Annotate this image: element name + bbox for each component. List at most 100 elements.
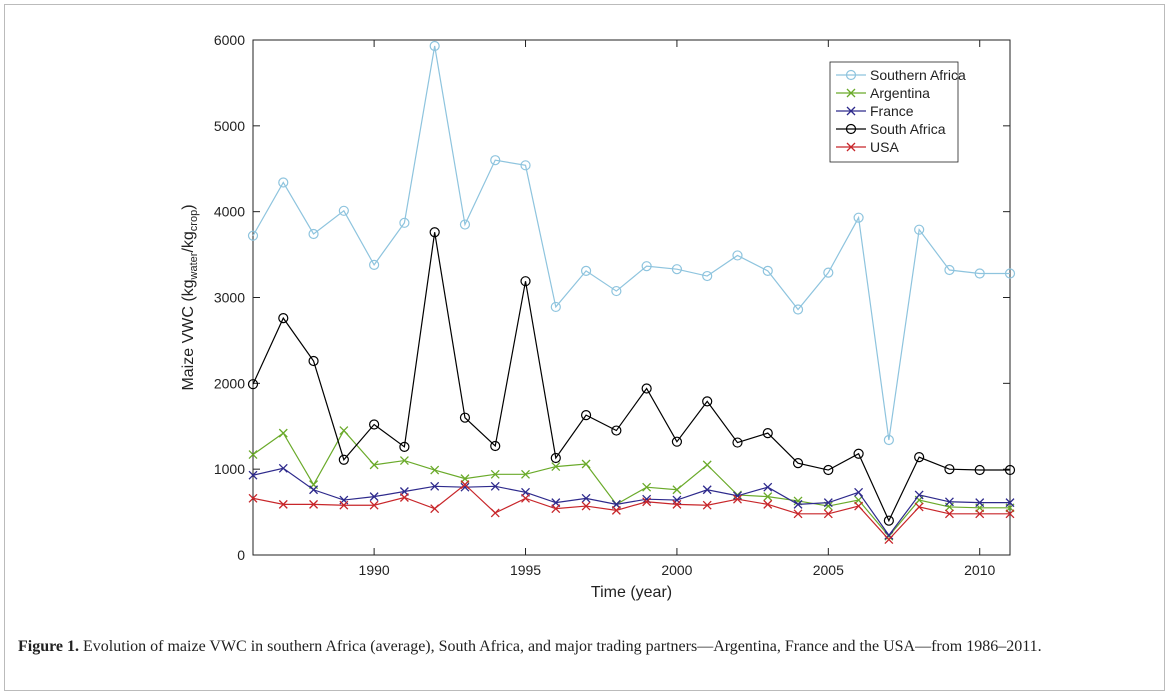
legend-label: France [870, 103, 914, 119]
marker [550, 452, 561, 464]
marker [309, 499, 319, 509]
marker [884, 530, 894, 540]
y-axis-label-part: Maize VWC (kg [180, 279, 197, 390]
marker [580, 265, 592, 276]
legend-label: Southern Africa [870, 67, 966, 83]
marker [520, 160, 531, 171]
marker [490, 440, 501, 452]
marker [944, 264, 955, 276]
marker [763, 482, 773, 492]
marker [642, 482, 652, 492]
marker [762, 428, 773, 439]
marker [793, 499, 803, 509]
marker [338, 454, 349, 465]
marker [369, 259, 380, 270]
marker [278, 428, 288, 438]
marker [823, 509, 833, 519]
marker [551, 504, 561, 514]
x-tick-label: 2005 [813, 562, 844, 578]
marker [460, 482, 470, 492]
y-tick-label: 4000 [214, 204, 245, 220]
legend-label: USA [870, 139, 899, 155]
marker [309, 485, 319, 495]
marker [975, 498, 985, 508]
marker [521, 493, 530, 503]
marker [883, 434, 894, 446]
marker [944, 497, 954, 507]
legend-label: Argentina [870, 85, 930, 101]
marker [278, 463, 288, 473]
marker [278, 177, 289, 188]
marker [733, 491, 742, 501]
legend-label: South Africa [870, 121, 946, 137]
marker [459, 219, 471, 230]
series-line [252, 483, 1010, 541]
marker [883, 515, 894, 526]
marker [248, 470, 258, 480]
marker [430, 465, 440, 475]
marker [521, 469, 530, 479]
x-tick-label: 1995 [510, 562, 541, 578]
y-tick-label: 3000 [214, 290, 245, 306]
y-tick-label: 5000 [214, 118, 245, 134]
marker [399, 493, 409, 502]
marker [429, 227, 440, 238]
marker [308, 228, 319, 240]
marker [914, 490, 924, 500]
marker [641, 261, 652, 272]
caption-text: Evolution of maize VWC in southern Afric… [79, 638, 1042, 655]
y-axis-label-part: ) [180, 204, 197, 209]
x-tick-label: 1990 [359, 562, 390, 578]
marker [854, 501, 864, 511]
legend: Southern Africa Argentina France South Afri… [829, 61, 966, 163]
chart: Time (year) 0 1000 2000 3000 4000 5000 6000 199… [180, 32, 1016, 601]
marker [430, 504, 440, 514]
marker [672, 485, 682, 495]
marker [247, 379, 259, 390]
marker [369, 492, 379, 502]
marker [846, 142, 856, 152]
marker [914, 224, 925, 235]
marker [846, 106, 856, 116]
y-tick-label: 2000 [214, 375, 245, 391]
marker [460, 480, 470, 490]
series-line [252, 429, 1010, 538]
marker [702, 485, 712, 495]
marker [1005, 509, 1015, 519]
marker [845, 69, 857, 81]
marker [580, 409, 592, 421]
marker [944, 509, 954, 519]
marker [248, 493, 258, 503]
marker [763, 499, 773, 509]
marker [248, 450, 258, 460]
marker [845, 123, 857, 135]
marker [733, 494, 742, 504]
marker [308, 355, 319, 367]
marker [944, 464, 955, 475]
marker [763, 492, 773, 502]
marker [914, 452, 925, 463]
marker [369, 500, 379, 510]
marker [550, 301, 561, 313]
marker [974, 464, 985, 476]
marker [884, 535, 894, 545]
marker [551, 462, 561, 472]
marker [974, 268, 985, 279]
caption-label: Figure 1. [18, 638, 80, 655]
x-tick-label: 2010 [964, 562, 995, 578]
marker [490, 155, 501, 166]
marker [793, 509, 803, 519]
marker [853, 212, 864, 223]
marker [611, 505, 621, 515]
marker [792, 458, 804, 469]
marker [702, 396, 713, 407]
marker [581, 493, 591, 503]
marker [1005, 498, 1015, 508]
series-line [252, 467, 1010, 537]
marker [611, 425, 622, 436]
marker [490, 469, 500, 479]
marker [399, 456, 409, 466]
marker [671, 436, 683, 447]
marker [611, 285, 622, 297]
marker [672, 499, 682, 509]
